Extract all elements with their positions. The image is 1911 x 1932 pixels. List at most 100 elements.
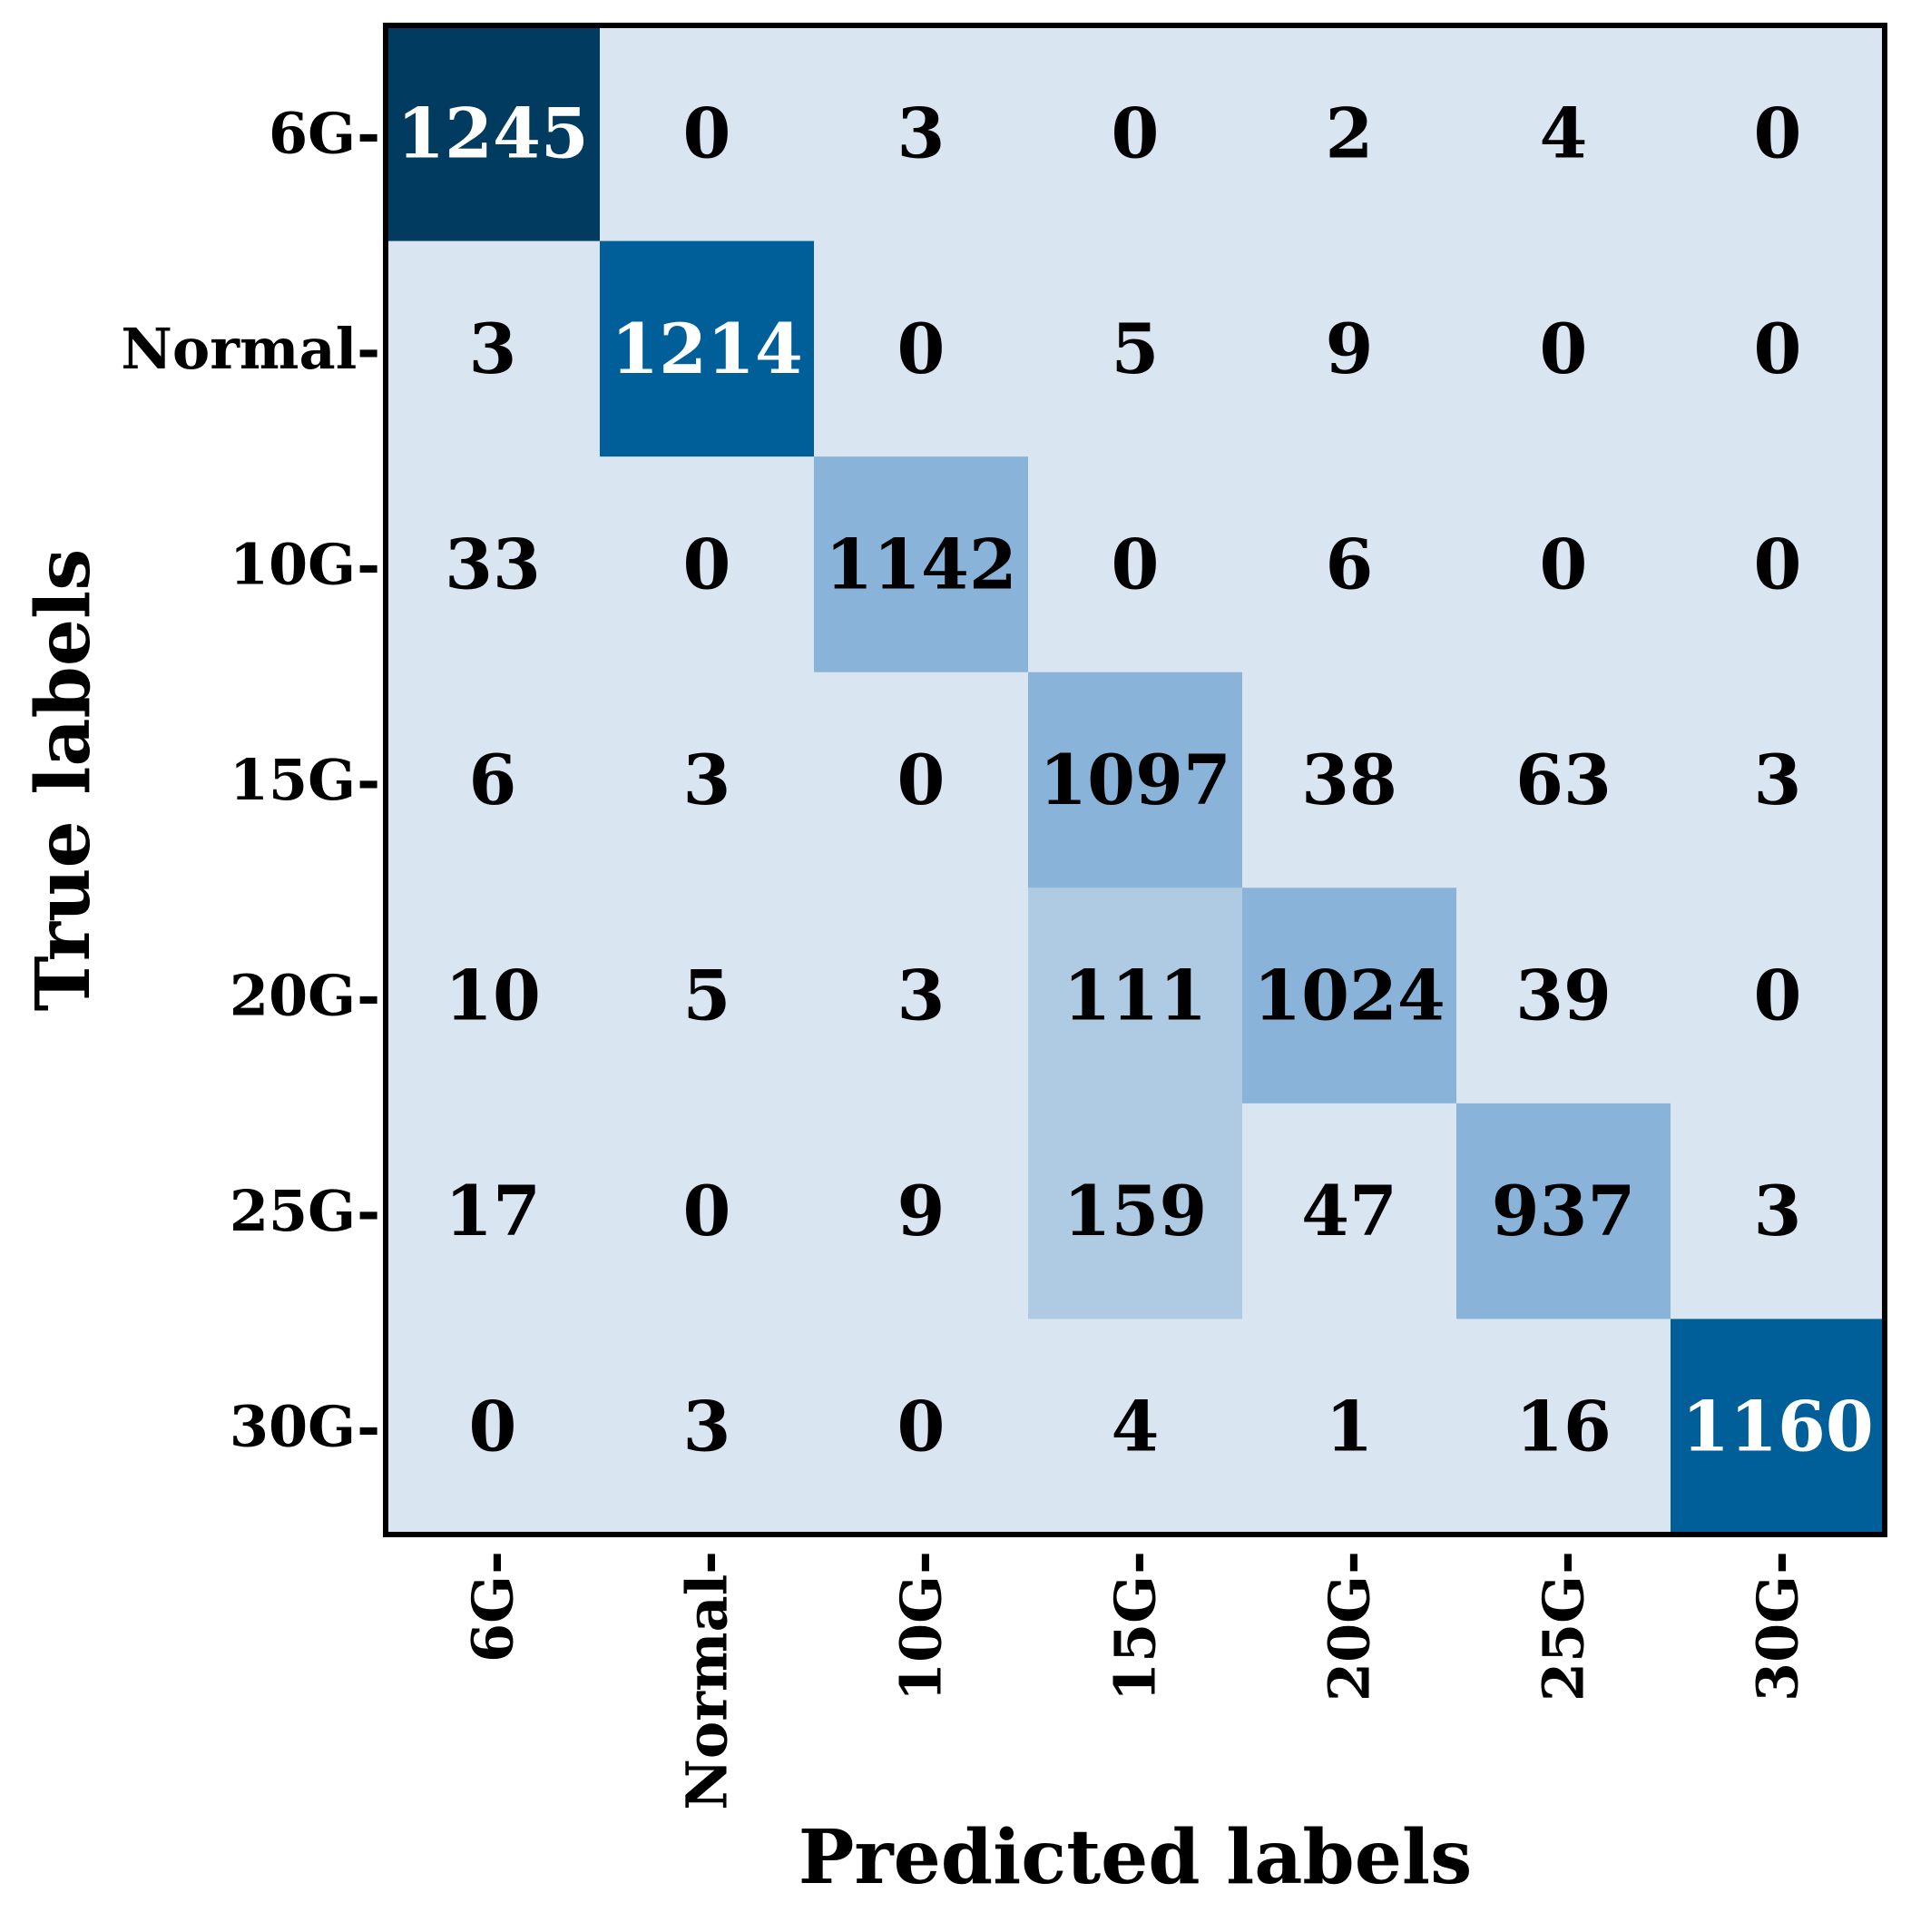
cell-value-label: 5 (683, 956, 731, 1036)
cell-value-label: 0 (1112, 524, 1160, 604)
heatmap-cell (386, 456, 601, 673)
cell-value-label: 5 (1112, 309, 1160, 389)
heatmap-cell (1671, 672, 1886, 888)
cell-value-label: 2 (1326, 93, 1374, 173)
y-axis-label: True labels (20, 549, 107, 1012)
heatmap-cell (600, 1319, 815, 1535)
y-tick-label: 30G- (230, 1394, 380, 1460)
y-tick-label: 6G- (269, 100, 380, 166)
cell-value-label: 0 (683, 524, 731, 604)
heatmap-cell (1242, 25, 1457, 242)
heatmap-cell (600, 240, 815, 457)
cell-value-label: 3 (897, 93, 946, 173)
cell-value-label: 1160 (1681, 1387, 1874, 1467)
cell-value-label: 4 (1112, 1387, 1160, 1467)
y-tick-label: 25G- (230, 1178, 380, 1244)
heatmap-cell (1242, 456, 1457, 673)
heatmap-cell (600, 25, 815, 242)
cell-value-label: 3 (683, 740, 731, 820)
heatmap-cell (600, 672, 815, 888)
heatmap-cell (814, 25, 1029, 242)
heatmap-cell (386, 888, 601, 1104)
heatmap-cell (1456, 240, 1671, 457)
heatmap-cell (1456, 672, 1671, 888)
x-tick-label: 20G- (1317, 1551, 1383, 1702)
heatmap-cell (1028, 1103, 1243, 1319)
heatmap-cell (1671, 888, 1886, 1104)
heatmap-cell (814, 888, 1029, 1104)
heatmap-cell (1028, 672, 1243, 888)
cell-value-label: 0 (1754, 956, 1802, 1036)
heatmap-cell (1456, 1319, 1671, 1535)
cell-value-label: 6 (1326, 524, 1374, 604)
cell-value-label: 17 (445, 1171, 541, 1251)
cell-value-label: 47 (1301, 1171, 1397, 1251)
heatmap-cell (1028, 1319, 1243, 1535)
heatmap-cell (1671, 240, 1886, 457)
cell-value-label: 3 (469, 309, 517, 389)
y-tick-label: 10G- (230, 531, 380, 597)
heatmap-cell (386, 1319, 601, 1535)
heatmap-cell (1242, 672, 1457, 888)
cell-value-label: 3 (683, 1387, 731, 1467)
y-tick-label: Normal- (121, 316, 380, 382)
heatmap-cell (600, 888, 815, 1104)
cell-value-label: 3 (1754, 1171, 1802, 1251)
cell-value-label: 0 (897, 740, 946, 820)
cell-value-label: 9 (897, 1171, 946, 1251)
heatmap-cell (814, 1103, 1029, 1319)
cell-value-label: 0 (1754, 524, 1802, 604)
heatmap-cell (1671, 25, 1886, 242)
cell-value-label: 9 (1326, 309, 1374, 389)
heatmap-cell (1242, 888, 1457, 1104)
heatmap-cell (386, 240, 601, 457)
x-tick-labels: 6G- Normal- 10G- 15G- 20G- 25G- 30G- (460, 1551, 1811, 1810)
cell-value-label: 16 (1515, 1387, 1612, 1467)
cell-value-label: 0 (683, 1171, 731, 1251)
heatmap-cell (1242, 1319, 1457, 1535)
cell-value-label: 3 (1754, 740, 1802, 820)
x-tick-label: 10G- (888, 1551, 955, 1702)
heatmap-cell (1028, 456, 1243, 673)
heatmap-cell (814, 456, 1029, 673)
cell-value-label: 937 (1492, 1171, 1636, 1251)
heatmap-cell (386, 672, 601, 888)
cell-value-label: 39 (1515, 956, 1612, 1036)
heatmap-cell (600, 456, 815, 673)
cell-value-label: 0 (1540, 309, 1588, 389)
cell-value-label: 1097 (1039, 740, 1231, 820)
heatmap-cell (1456, 25, 1671, 242)
plot-frame (383, 23, 1887, 1537)
cell-value-label: 6 (469, 740, 517, 820)
cell-value-label: 63 (1515, 740, 1612, 820)
cell-value-label: 1024 (1253, 956, 1446, 1036)
heatmap-cell (814, 240, 1029, 457)
cell-value-label: 159 (1063, 1171, 1208, 1251)
heatmap-cell (1028, 240, 1243, 457)
heatmap-cell (386, 1103, 601, 1319)
heatmap-cell-labels: 1245 0 3 0 2 4 03 1214 0 5 9 0 033 0 1142 0 6 0 06 3 0 1097 38… (397, 93, 1874, 1466)
cell-value-label: 0 (1112, 93, 1160, 173)
heatmap-cell (1671, 456, 1886, 673)
heatmap-cell (1242, 240, 1457, 457)
cell-value-label: 1245 (397, 93, 589, 173)
cell-value-label: 10 (445, 956, 541, 1036)
heatmap-cell (386, 25, 601, 242)
cell-value-label: 0 (683, 93, 731, 173)
x-tick-label: 25G- (1531, 1551, 1597, 1702)
cell-value-label: 1142 (825, 524, 1017, 604)
cell-value-label: 3 (897, 956, 946, 1036)
heatmap-cells (386, 25, 1886, 1535)
heatmap-cell (1456, 888, 1671, 1104)
cell-value-label: 33 (445, 524, 541, 604)
heatmap-cell (1456, 456, 1671, 673)
x-tick-label: 15G- (1102, 1551, 1169, 1702)
cell-value-label: 4 (1540, 93, 1588, 173)
x-tick-label: 6G- (460, 1551, 526, 1662)
x-tick-label: 30G- (1745, 1551, 1811, 1702)
y-tick-label: 20G- (230, 963, 380, 1029)
cell-value-label: 0 (897, 309, 946, 389)
x-tick-label: Normal- (674, 1551, 740, 1810)
heatmap-cell (1671, 1103, 1886, 1319)
